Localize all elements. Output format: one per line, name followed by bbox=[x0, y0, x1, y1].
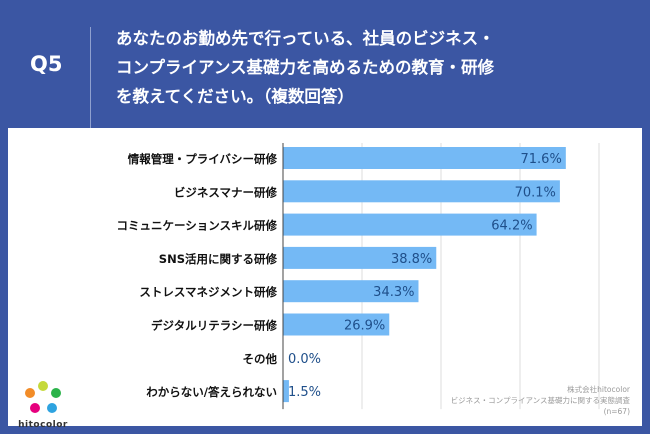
question-title: あなたのお勤め先で行っている、社員のビジネス・ コンプライアンス基礎力を高めるた… bbox=[116, 24, 636, 111]
data-label: 1.5% bbox=[288, 385, 321, 400]
category-label: その他 bbox=[243, 352, 278, 366]
category-label: わからない/答えられない bbox=[146, 385, 277, 399]
bar bbox=[283, 280, 419, 303]
category-label: ビジネスマナー研修 bbox=[174, 185, 278, 199]
bar bbox=[283, 180, 560, 203]
logo-text: hitocolor bbox=[18, 420, 68, 430]
bar bbox=[283, 380, 289, 403]
title-line: コンプライアンス基礎力を高めるための教育・研修 bbox=[116, 58, 495, 77]
data-label: 70.1% bbox=[515, 185, 556, 200]
star-logo-icon bbox=[25, 381, 61, 413]
question-number: Q5 bbox=[30, 52, 63, 76]
logo: hitocolor bbox=[18, 378, 68, 430]
credit-company: 株式会社hitocolor bbox=[567, 385, 630, 394]
category-label: デジタルリテラシー研修 bbox=[151, 319, 278, 333]
category-label: 情報管理・プライバシー研修 bbox=[127, 152, 278, 166]
data-label: 64.2% bbox=[491, 219, 532, 234]
data-label: 71.6% bbox=[521, 152, 562, 167]
category-label: ストレスマネジメント研修 bbox=[139, 285, 277, 299]
bar bbox=[283, 213, 537, 236]
category-label: コミュニケーションスキル研修 bbox=[116, 219, 277, 233]
data-label: 0.0% bbox=[288, 352, 321, 367]
divider bbox=[90, 27, 91, 133]
data-label: 26.9% bbox=[344, 319, 385, 334]
credit-n: (n=67) bbox=[603, 407, 630, 416]
credit: 株式会社hitocolor ビジネス・コンプライアンス基礎力に関する実態調査 (… bbox=[451, 384, 630, 417]
credit-survey: ビジネス・コンプライアンス基礎力に関する実態調査 bbox=[450, 396, 630, 405]
chart-panel bbox=[8, 128, 642, 426]
bar bbox=[283, 313, 390, 336]
data-label: 34.3% bbox=[373, 285, 414, 300]
data-label: 38.8% bbox=[391, 252, 432, 267]
title-line: あなたのお勤め先で行っている、社員のビジネス・ bbox=[116, 29, 495, 48]
bar bbox=[283, 246, 437, 269]
category-label: SNS活用に関する研修 bbox=[159, 252, 278, 266]
title-line: を教えてください。（複数回答） bbox=[116, 87, 354, 106]
bar bbox=[283, 147, 566, 169]
